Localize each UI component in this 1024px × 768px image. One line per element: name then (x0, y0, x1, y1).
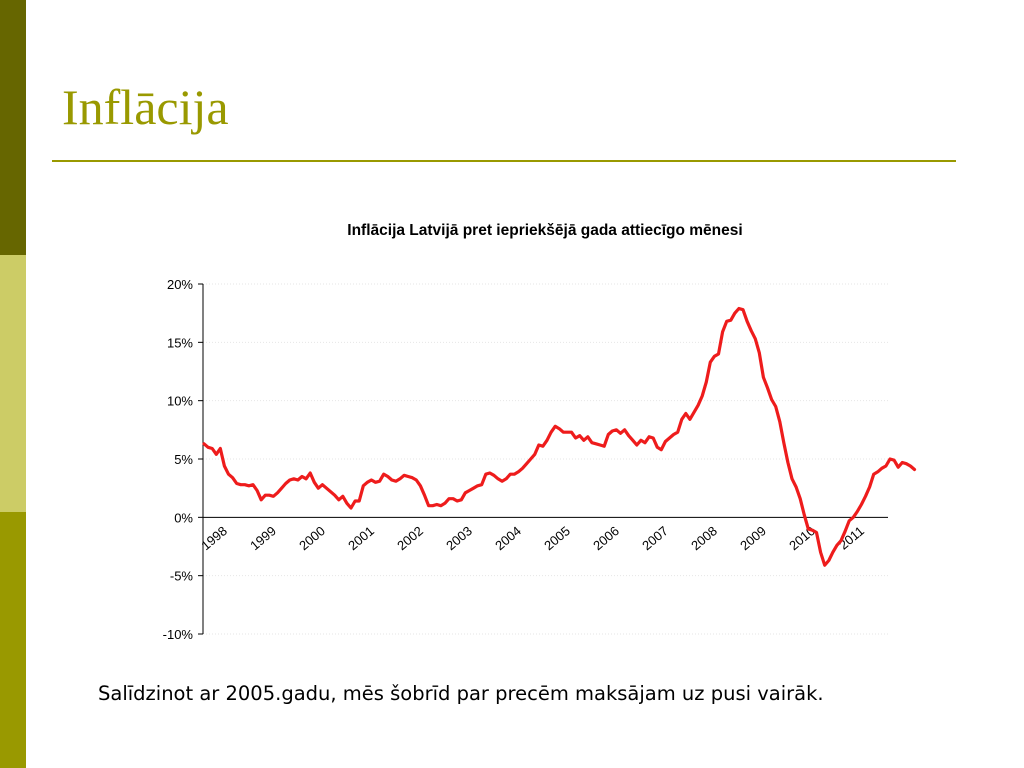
x-tick-label: 2002 (394, 523, 426, 553)
stripe-top (0, 0, 26, 255)
x-tick-label: 2000 (296, 523, 328, 553)
stripe-bottom (0, 512, 26, 768)
inflation-series-line (202, 306, 917, 567)
x-tick-label: 2006 (590, 523, 622, 553)
y-tick-label: -10% (163, 627, 194, 642)
slide-caption: Salīdzinot ar 2005.gadu, mēs šobrīd par … (98, 682, 824, 705)
x-tick-label: 2008 (688, 523, 720, 553)
chart-title: Inflācija Latvijā pret iepriekšējā gada … (347, 222, 743, 239)
x-tick-label: 2004 (492, 523, 524, 553)
x-tick-label: 2010 (786, 523, 818, 553)
x-tick-label: 2007 (639, 523, 671, 553)
slide-title: Inflācija (62, 79, 229, 135)
y-tick-label: 5% (174, 452, 193, 467)
y-tick-label: -5% (170, 569, 194, 584)
stripe-middle (0, 255, 26, 512)
x-tick-label: 1999 (247, 523, 279, 553)
x-tick-label: 2001 (345, 523, 377, 553)
y-tick-label: 0% (174, 510, 193, 525)
x-tick-label: 2009 (737, 523, 769, 553)
x-tick-label: 2005 (541, 523, 573, 553)
x-tick-label: 2003 (443, 523, 475, 553)
title-rule (52, 160, 956, 162)
y-tick-label: 20% (167, 277, 193, 292)
y-tick-label: 10% (167, 394, 193, 409)
y-tick-label: 15% (167, 335, 193, 350)
